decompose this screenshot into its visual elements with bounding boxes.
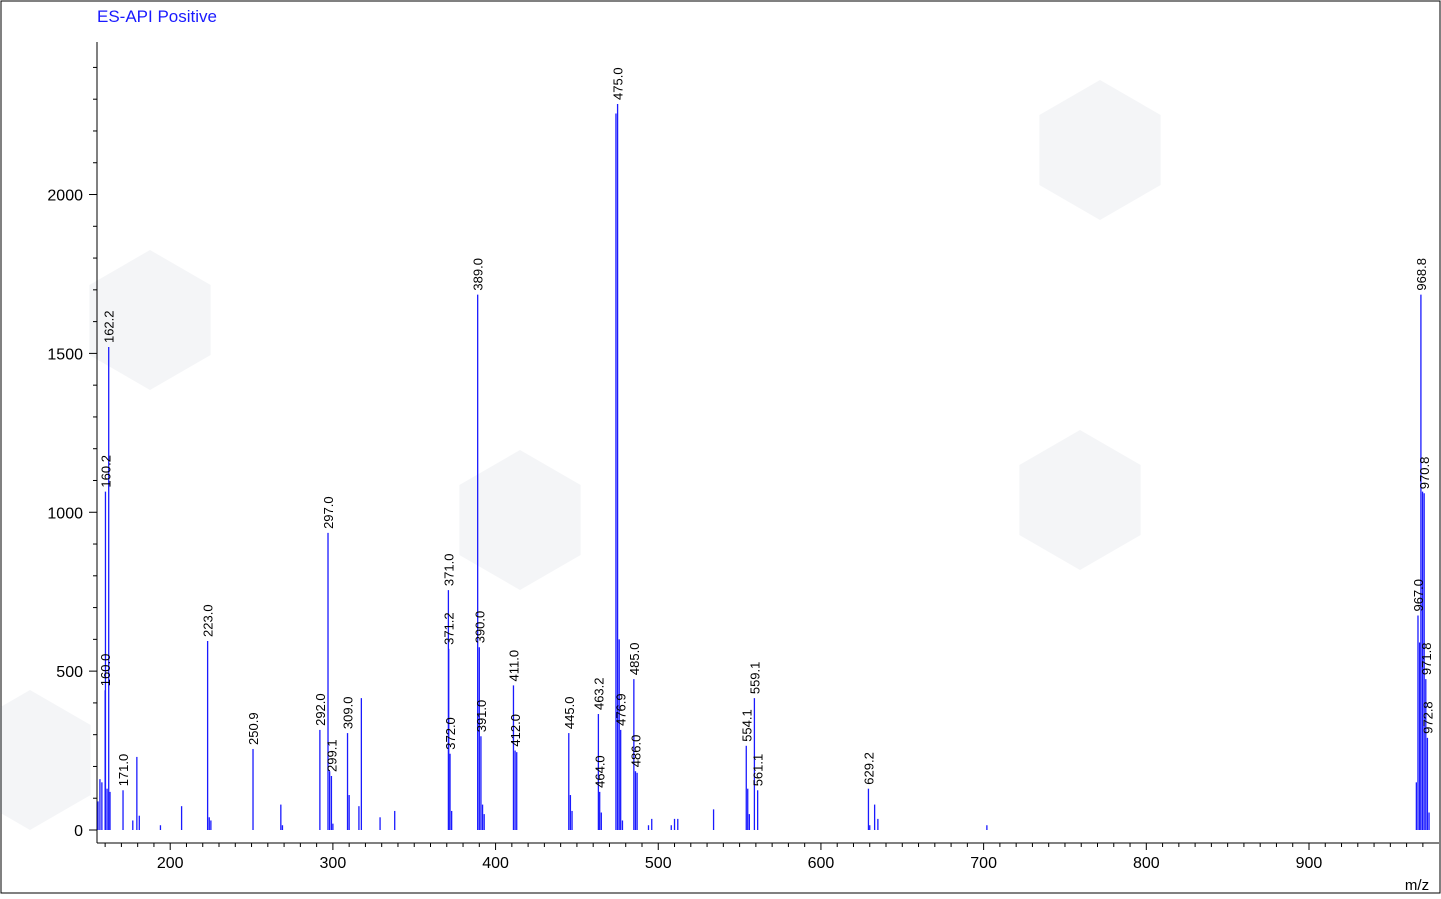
x-tick-label: 500: [645, 855, 672, 872]
watermark-hexagon: [1019, 430, 1141, 570]
peak-label: 968.8: [1414, 258, 1429, 291]
peak-label: 412.0: [508, 714, 523, 747]
y-tick-label: 0: [74, 823, 83, 840]
peak-label: 554.1: [739, 709, 754, 742]
chart-title: ES-API Positive: [97, 7, 217, 26]
peak-labels: 160.0 160.2 162.2 171.0 223.0 250.9 292.0 297.0…: [98, 67, 1435, 787]
x-axis-label: m/z: [1405, 877, 1429, 894]
peak-label: 297.0: [321, 496, 336, 529]
x-tick-label: 600: [808, 855, 835, 872]
peak-label: 476.9: [614, 693, 629, 726]
peaks: [97, 103, 1430, 830]
peak-label: 171.0: [116, 754, 131, 787]
peak-label: 485.0: [627, 643, 642, 676]
peak-label: 162.2: [102, 310, 117, 343]
peak-label: 486.0: [628, 735, 643, 768]
peak-label: 464.0: [593, 755, 608, 788]
peak-label: 463.2: [591, 677, 606, 710]
x-tick-label: 300: [320, 855, 347, 872]
peak-label: 299.1: [324, 739, 339, 772]
peak-label: 292.0: [313, 693, 328, 726]
x-tick-label: 900: [1296, 855, 1323, 872]
y-tick-label: 2000: [47, 188, 83, 205]
peak-label: 250.9: [246, 712, 261, 745]
peak-label: 475.0: [611, 67, 626, 100]
peak-label: 971.8: [1419, 643, 1434, 676]
peak-label: 223.0: [201, 604, 216, 637]
axes: 200 300 400 500 600 700 800 900 0 500 1000 1500 2000: [47, 42, 1439, 872]
peak-label: 390.0: [472, 611, 487, 644]
peak-label: 967.0: [1411, 579, 1426, 612]
peak-label: 559.1: [747, 662, 762, 695]
peak-label: 371.0: [441, 554, 456, 587]
watermark-hexagon: [1039, 80, 1161, 220]
watermark-hexagon: [0, 690, 91, 830]
peak-label: 160.0: [98, 654, 113, 687]
peak-label: 970.8: [1417, 457, 1432, 490]
peak-label: 411.0: [506, 650, 521, 682]
peak-label: 561.1: [751, 754, 766, 787]
x-tick-label: 200: [157, 855, 184, 872]
peak-label: 372.0: [443, 717, 458, 750]
peak-label: 445.0: [562, 697, 577, 730]
watermark-hexagon: [459, 450, 581, 590]
peak-label: 391.0: [474, 700, 489, 733]
peak-label: 309.0: [341, 697, 356, 730]
peak-label: 972.8: [1420, 701, 1435, 734]
x-tick-label: 800: [1133, 855, 1160, 872]
peak-label: 389.0: [471, 258, 486, 291]
y-tick-label: 1500: [47, 346, 83, 363]
peak-label: 160.2: [98, 455, 113, 488]
watermark-hexagon: [89, 250, 211, 390]
mce-watermark: [0, 80, 1161, 830]
y-tick-label: 500: [56, 664, 83, 681]
x-tick-label: 400: [482, 855, 509, 872]
peak-label: 371.2: [442, 612, 457, 645]
peak-label: 629.2: [861, 752, 876, 785]
y-tick-label: 1000: [47, 505, 83, 522]
x-tick-label: 700: [970, 855, 997, 872]
